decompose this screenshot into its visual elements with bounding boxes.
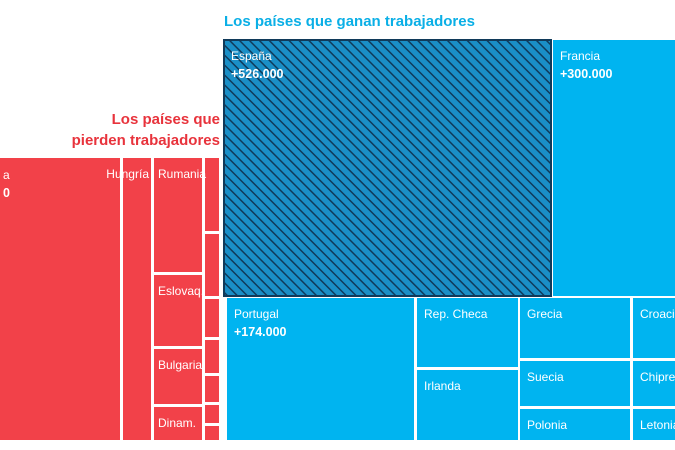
lose-cell-small-5	[205, 376, 219, 402]
gain-cell-letonia	[633, 409, 675, 440]
lose-cell-small-6	[205, 405, 219, 423]
lose-cell-bulgaria	[154, 349, 202, 404]
gain-label-grecia: Grecia	[527, 307, 563, 321]
lose-cell-rumania	[154, 158, 202, 272]
gain-cell-irlanda	[417, 370, 518, 440]
gain-cell-francia	[553, 40, 675, 296]
lose-label-dinam: Dinam.	[158, 416, 196, 430]
lose-title-line1: Los países que	[112, 111, 220, 128]
lose-value-a: 0	[3, 186, 10, 200]
gain-cell-suecia	[520, 361, 630, 406]
lose-label-bulgaria: Bulgaria	[158, 358, 202, 372]
gain-label-letonia: Letonia	[640, 418, 675, 432]
gain-cell-espana	[223, 39, 552, 297]
gain-label-portugal: Portugal	[234, 307, 279, 321]
gain-value-francia: +300.000	[560, 67, 613, 81]
gain-label-rep-checa: Rep. Checa	[424, 307, 488, 321]
lose-label-hungria: Hungría	[106, 167, 149, 181]
gain-cell-grecia	[520, 298, 630, 358]
lose-cell-small-4	[205, 340, 219, 373]
gain-cell-polonia	[520, 409, 630, 440]
lose-cell-dinam	[154, 407, 202, 440]
lose-cell-small-3	[205, 299, 219, 337]
gain-value-portugal: +174.000	[234, 325, 287, 339]
gain-cell-chipre	[633, 361, 675, 406]
gain-label-espana: España	[231, 49, 272, 63]
gain-cell-rep-checa	[417, 298, 518, 367]
gain-label-chipre: Chipre	[640, 370, 675, 384]
gain-cell-croacia	[633, 298, 675, 358]
lose-label-a: a	[3, 168, 10, 182]
lose-label-rumania: Rumania	[158, 167, 206, 181]
gain-label-suecia: Suecia	[527, 370, 564, 384]
gain-value-espana: +526.000	[231, 67, 284, 81]
lose-cell-eslovaq	[154, 275, 202, 346]
gain-title: Los países que ganan trabajadores	[224, 13, 475, 30]
gain-label-irlanda: Irlanda	[424, 379, 461, 393]
gain-cell-portugal	[227, 298, 414, 440]
lose-cell-a	[0, 158, 120, 440]
lose-cell-hungria	[123, 158, 151, 440]
gain-label-francia: Francia	[560, 49, 600, 63]
lose-title-line2: pierden trabajadores	[72, 132, 220, 149]
lose-cell-small-7	[205, 426, 219, 440]
lose-cell-small-2	[205, 234, 219, 296]
gain-label-polonia: Polonia	[527, 418, 567, 432]
lose-cell-small-1	[205, 158, 219, 231]
lose-label-eslovaq: Eslovaq.	[158, 284, 204, 298]
gain-label-croacia: Croacia	[640, 307, 675, 321]
